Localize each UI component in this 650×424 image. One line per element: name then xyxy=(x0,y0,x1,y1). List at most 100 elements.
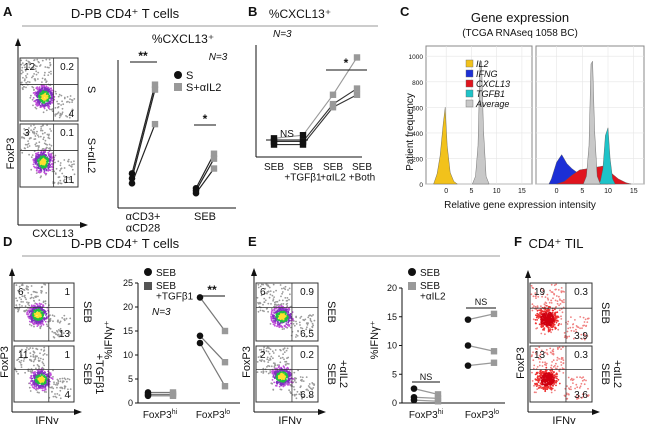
panel-c-ytick: 200 xyxy=(412,156,423,163)
panel-e-group-2: FoxP3lo xyxy=(465,409,499,421)
panel-b-sig-1: NS xyxy=(280,129,294,140)
panel-d-ylabel: FoxP3 xyxy=(0,346,11,378)
panel-c-xtick: 0 xyxy=(444,188,448,195)
panel-b-category: SEB +TGFβ1 xyxy=(284,162,322,184)
panel-e-ytick: 0 xyxy=(392,398,397,408)
panel-a-chart-pair-line xyxy=(131,84,156,174)
panel-b-title: %CXCL13⁺ xyxy=(269,7,331,21)
panel-e-chart-point-treated xyxy=(490,310,498,318)
panel-c-xtick: 5 xyxy=(469,188,473,195)
panel-f-top-q2: 0.3 xyxy=(574,287,588,298)
panel-d-ytick: 25 xyxy=(123,278,133,288)
panel-a-top-plot: 12 0.2 4 S xyxy=(19,57,97,122)
panel-e-chart-marks xyxy=(410,310,498,405)
panel-e-chart-pair-line xyxy=(467,344,495,352)
panel-f-bottom-plot: 13 0.3 3.6 SEB +αIL2 xyxy=(529,345,623,403)
panel-c-dist-il2 xyxy=(433,107,458,185)
panel-letter-f: F xyxy=(514,234,522,249)
panel-a-bottom-q4: 11 xyxy=(64,175,75,186)
panel-d-chart-point-SEB xyxy=(196,332,204,340)
panel-a-chart-pair-line xyxy=(195,158,215,192)
panel-c-xtick: 10 xyxy=(493,188,501,195)
panel-c-legend-swatch xyxy=(465,69,474,78)
panel-d-chart-point-SEB xyxy=(196,294,204,301)
panel-c-legend-label: Average xyxy=(475,99,509,109)
panel-c-dist-tgfb1 xyxy=(597,127,616,185)
panel-a-chart-point-S xyxy=(192,189,200,197)
panel-a-group-2: SEB xyxy=(194,211,216,223)
panel-b-category: SEB +Both xyxy=(349,162,375,184)
panel-e-ytick: 15 xyxy=(387,312,397,322)
panel-e-legend-seb: SEB xyxy=(420,268,440,279)
panel-d-chart-point-SEB xyxy=(196,339,204,347)
panel-b-point xyxy=(299,132,307,139)
panel-e-ytick: 5 xyxy=(392,369,397,379)
panel-b-point xyxy=(353,91,361,98)
panel-e-bottom-side-label: +αIL2 xyxy=(337,360,349,388)
panel-f-xlabel: IFNγ xyxy=(552,415,576,424)
panel-d-chart-point-treated xyxy=(221,359,229,366)
panel-b-line xyxy=(332,94,358,108)
panel-e-chart-pair-line xyxy=(413,396,439,399)
panel-d-y-arrowhead xyxy=(9,268,15,276)
panel-d-top-plot: 6 1 13 SEB xyxy=(13,282,93,342)
panel-a-legend-dot-s xyxy=(174,71,182,79)
panel-f-top-dots xyxy=(530,283,590,341)
panel-c-ytick: 400 xyxy=(412,131,423,138)
panel-e-chart-pair-line xyxy=(467,362,495,367)
panel-c-dist-average-left xyxy=(472,61,490,185)
panel-d-header: D-PB CD4⁺ T cells xyxy=(71,236,180,251)
panel-e-sig-2: NS xyxy=(475,297,488,307)
panel-e-bottom-plot: 2 0.2 6.8 SEB +αIL2 xyxy=(255,345,349,403)
panel-a-sig-2: * xyxy=(203,112,208,126)
panel-letter-a: A xyxy=(3,4,13,19)
panel-d-legend-sq xyxy=(144,282,152,290)
panel-e-ylabel: FoxP3 xyxy=(241,346,253,378)
panel-c-ylabel: Patient frequency xyxy=(405,93,416,171)
panel-d-chart-point-treated xyxy=(221,383,229,390)
panel-c-xtick: 15 xyxy=(518,188,526,195)
panel-c-ytick: 0 xyxy=(419,182,423,189)
panel-d-top-q1: 6 xyxy=(18,287,24,298)
panel-e-chart-point-SEB xyxy=(464,362,472,369)
panel-letter-d: D xyxy=(3,234,12,249)
panel-b-line xyxy=(332,88,358,105)
panel-d-chart-marks xyxy=(144,294,229,400)
panel-d-ytick: 0 xyxy=(128,398,133,408)
panel-e-chart-point-treated xyxy=(490,348,498,355)
panel-c-dist-average-right xyxy=(583,60,601,185)
panel-a-chart-point-S xyxy=(128,180,136,187)
panel-d-legend-tgf: SEB +TGFβ1 xyxy=(156,281,194,303)
panel-a-chart-pair-line xyxy=(131,89,156,179)
panel-e-chart-point-SEB xyxy=(410,396,418,404)
panel-a-top-q2: 0.2 xyxy=(60,62,74,73)
panel-a-chart-point-treated xyxy=(151,86,159,93)
panel-d-group-2: FoxP3lo xyxy=(196,409,230,421)
panel-d-bottom-side-label: +TGFβ1 xyxy=(93,354,105,395)
panel-e-chart-pair-line xyxy=(413,399,439,402)
panel-c-legend-label: CXCL13 xyxy=(476,79,510,89)
panel-e-chart-point-treated xyxy=(434,391,442,398)
panel-f-bottom-side-label: SEB xyxy=(599,363,611,385)
panel-e-bottom-side-label: SEB xyxy=(325,363,337,385)
panel-e-top-dots xyxy=(256,283,316,338)
panel-c-title: Gene expression xyxy=(471,10,569,25)
panel-a-legend-sq xyxy=(174,83,182,91)
panel-d-sig: ** xyxy=(207,283,217,297)
panel-e-chart-point-SEB xyxy=(464,342,472,349)
panel-e-chart-pair-line xyxy=(467,313,495,321)
panel-f-bottom-dots xyxy=(530,346,590,400)
panel-a-chart-point-treated xyxy=(151,81,159,88)
panel-d-bottom-q2: 1 xyxy=(64,350,70,361)
panel-e-top-q4: 6.5 xyxy=(300,329,314,340)
panel-d-x-arrowhead xyxy=(74,409,82,415)
panel-d-bottom-q1: 11 xyxy=(18,350,29,361)
panel-c-subtitle: (TCGA RNAseq 1058 BC) xyxy=(462,28,578,39)
panel-d-bottom-dots xyxy=(14,346,72,400)
panel-a-bottom-dots xyxy=(20,124,76,185)
panel-a-top-side-label: S xyxy=(85,86,97,93)
panel-e-group-1: FoxP3hi xyxy=(409,409,444,421)
panel-e-top-q2: 0.9 xyxy=(300,287,314,298)
panel-a-x-arrowhead xyxy=(80,222,88,228)
